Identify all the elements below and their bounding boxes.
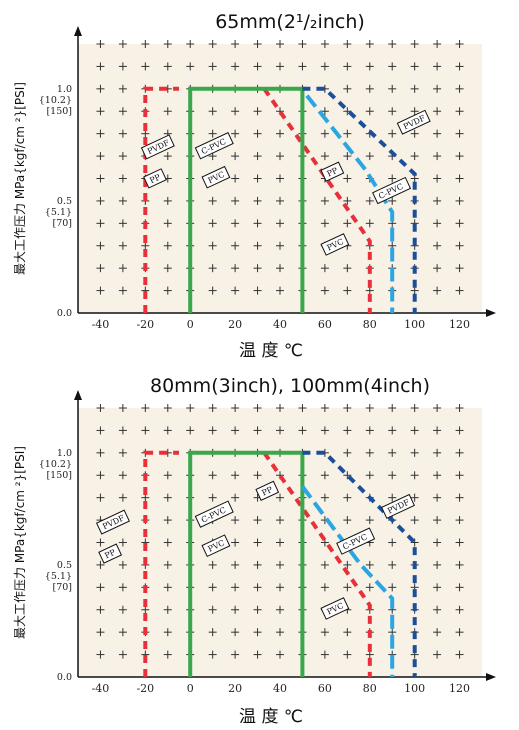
series-tag: PVC xyxy=(201,534,231,558)
x-tick-label: 40 xyxy=(273,318,287,331)
y-tick-label: [150] xyxy=(46,470,72,481)
series-line-c-pvc xyxy=(188,450,305,677)
x-tick-label: 40 xyxy=(273,682,287,695)
y-axis-arrow xyxy=(74,26,82,36)
x-axis-label: 温 度 ℃ xyxy=(239,341,303,361)
x-tick-label: -40 xyxy=(92,682,110,695)
series-tag: PP xyxy=(143,168,167,189)
x-axis-arrow xyxy=(486,673,496,681)
series-line-pp xyxy=(143,86,179,313)
x-tick-label: 100 xyxy=(404,318,425,331)
y-tick-label: {5.1} xyxy=(45,571,72,582)
y-tick-label: [70] xyxy=(52,218,72,229)
x-axis-label: 温 度 ℃ xyxy=(239,707,303,727)
series-line-pvdf-low xyxy=(302,450,417,677)
series-tag-box xyxy=(381,493,415,519)
series-tag-box xyxy=(336,527,376,555)
series-line-pp xyxy=(143,450,179,677)
x-tick-label: 20 xyxy=(228,682,242,695)
series-tag: PVC xyxy=(320,233,350,256)
y-axis-label: 最大工作压力 MPa{kgf/cm ²}[PSI] xyxy=(13,82,27,275)
x-tick-label: 80 xyxy=(363,318,377,331)
series-tag-box xyxy=(201,534,231,558)
series-tag-box xyxy=(372,176,412,205)
x-tick-label: -20 xyxy=(136,682,154,695)
y-tick-label: 1.0 xyxy=(57,84,72,95)
y-tick-label: {10.2} xyxy=(39,95,72,106)
chart-title: 80mm(3inch), 100mm(4inch) xyxy=(150,375,430,397)
grid xyxy=(96,40,464,295)
y-tick-label: [70] xyxy=(52,582,72,593)
series-tag-box xyxy=(194,131,234,160)
chart-panel-2: -40 -20 0 20 40 60 80 100 120 0.0 0.5{5.1}[70] 1.0{… xyxy=(13,375,496,727)
y-axis-arrow xyxy=(74,390,82,400)
y-tick-label: 0.0 xyxy=(57,308,72,319)
y-tick-label: [150] xyxy=(46,106,72,117)
series-tag-box xyxy=(255,480,280,501)
y-tick-label: 0.5 xyxy=(57,560,72,571)
series-tag: PP xyxy=(98,543,123,564)
series-tag: PP xyxy=(255,480,280,501)
series-tag-box xyxy=(320,161,345,182)
series-tag-box xyxy=(201,165,231,189)
x-tick-label: 120 xyxy=(449,682,470,695)
x-tick-label: 100 xyxy=(404,682,425,695)
y-tick-label: 1.0 xyxy=(57,448,72,459)
series-line-pvc xyxy=(262,451,372,677)
series-line-c-pvc-high xyxy=(300,485,395,677)
y-tick-label: 0.0 xyxy=(57,672,72,683)
series-tag-box xyxy=(396,109,431,135)
series-tag: PP xyxy=(320,161,345,182)
series-tag-label: PP xyxy=(103,548,117,561)
series-tag-label: PP xyxy=(260,485,274,498)
series-line-c-pvc-high xyxy=(305,94,395,313)
series-tag-box xyxy=(98,543,123,564)
y-tick-label: {10.2} xyxy=(39,459,72,470)
series-tag-box xyxy=(140,134,175,160)
x-tick-label: 20 xyxy=(228,318,242,331)
chart-panel-1: -40 -20 0 20 40 60 80 100 120 0.0 0.5{5.1}[70] 1.0{… xyxy=(13,11,496,361)
x-tick-label: 60 xyxy=(318,682,332,695)
x-tick-label: -20 xyxy=(136,318,154,331)
series-tag-label: PP xyxy=(148,172,162,185)
y-tick-label: 0.5 xyxy=(57,196,72,207)
x-tick-label: 80 xyxy=(363,682,377,695)
x-tick-label: 60 xyxy=(318,318,332,331)
series-tag-box xyxy=(143,168,167,189)
x-tick-label: 0 xyxy=(187,682,194,695)
y-axis-label: 最大工作压力 MPa{kgf/cm ²}[PSI] xyxy=(13,446,27,639)
series-line-pvc xyxy=(262,87,372,313)
series-tag-label: PP xyxy=(326,166,340,179)
series-tag: PVC xyxy=(320,597,350,620)
series-tag-box xyxy=(194,500,234,528)
series-tag-box xyxy=(95,509,130,535)
series-tag: PVC xyxy=(201,165,231,189)
x-axis-arrow xyxy=(486,309,496,317)
x-tick-label: 0 xyxy=(187,318,194,331)
y-tick-label: {5.1} xyxy=(45,207,72,218)
series-line-c-pvc xyxy=(188,86,305,313)
series-line-pvdf-low xyxy=(302,86,417,313)
chart-title: 65mm(2¹/₂inch) xyxy=(215,11,365,33)
x-tick-label: -40 xyxy=(92,318,110,331)
series-tag-box xyxy=(320,233,350,256)
series-tag-box xyxy=(320,597,350,620)
x-tick-label: 120 xyxy=(449,318,470,331)
